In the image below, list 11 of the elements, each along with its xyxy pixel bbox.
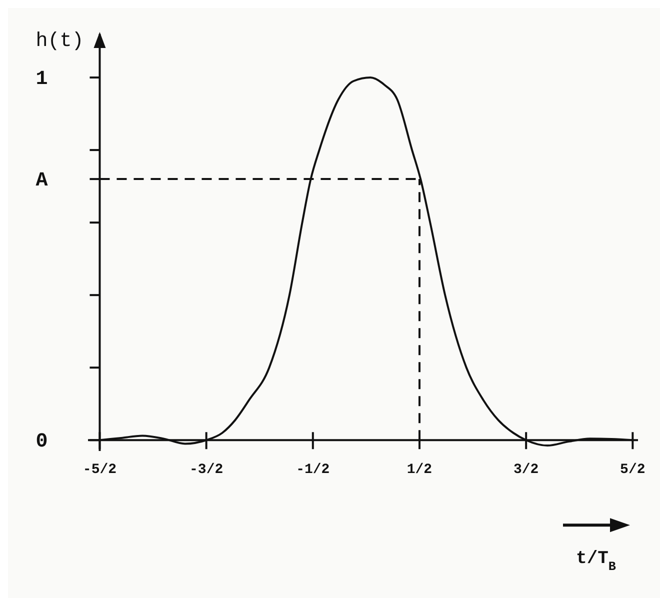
y-axis-title: h(t) xyxy=(36,30,84,53)
y-tick-label: 0 xyxy=(36,430,48,454)
x-axis-title: t/T$_{B}$ xyxy=(576,549,616,574)
y-tick-label: A xyxy=(36,169,48,192)
x-tick-label: 1/2 xyxy=(406,462,432,478)
y-tick-label: 1 xyxy=(36,68,48,91)
x-tick-label: -3/2 xyxy=(190,462,224,478)
x-tick-label: -1/2 xyxy=(296,462,330,478)
x-tick-label: 3/2 xyxy=(513,462,539,478)
x-tick-label: -5/2 xyxy=(82,462,117,478)
x-tick-label: 5/2 xyxy=(620,462,646,478)
